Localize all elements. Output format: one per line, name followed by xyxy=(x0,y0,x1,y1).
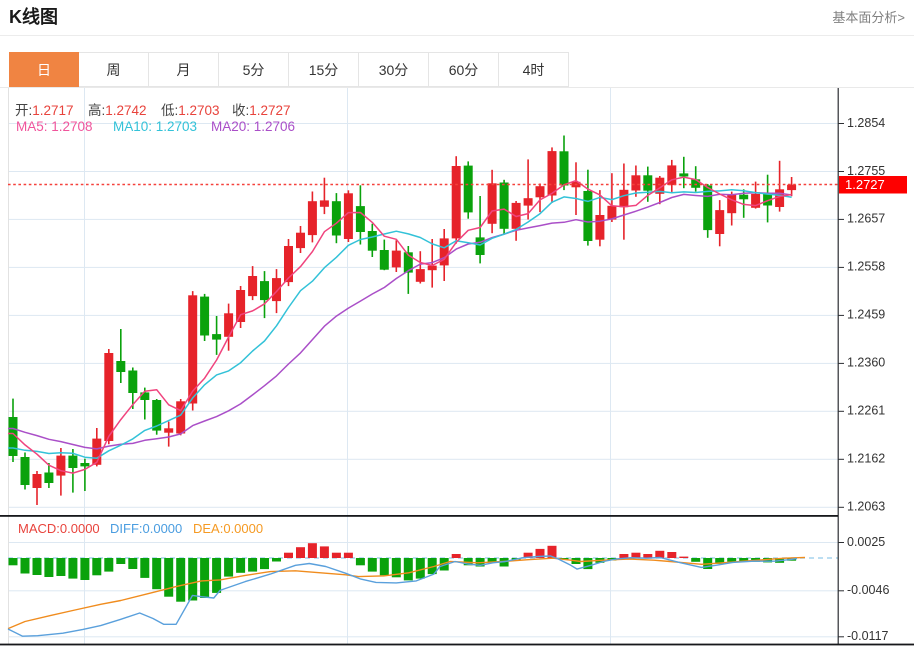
svg-text:1.2360: 1.2360 xyxy=(847,356,885,370)
svg-text:1.2261: 1.2261 xyxy=(847,404,885,418)
svg-text:-0.0117: -0.0117 xyxy=(847,629,889,643)
svg-text:1.2063: 1.2063 xyxy=(847,500,885,514)
svg-text:0.0025: 0.0025 xyxy=(847,535,885,549)
svg-text:1.2459: 1.2459 xyxy=(847,308,885,322)
svg-text:1.2657: 1.2657 xyxy=(847,212,885,226)
svg-text:1.2558: 1.2558 xyxy=(847,260,885,274)
svg-text:1.2727: 1.2727 xyxy=(845,177,885,192)
svg-text:-0.0046: -0.0046 xyxy=(847,583,889,597)
svg-text:1.2755: 1.2755 xyxy=(847,164,885,178)
svg-text:1.2162: 1.2162 xyxy=(847,452,885,466)
svg-text:1.2854: 1.2854 xyxy=(847,116,885,130)
